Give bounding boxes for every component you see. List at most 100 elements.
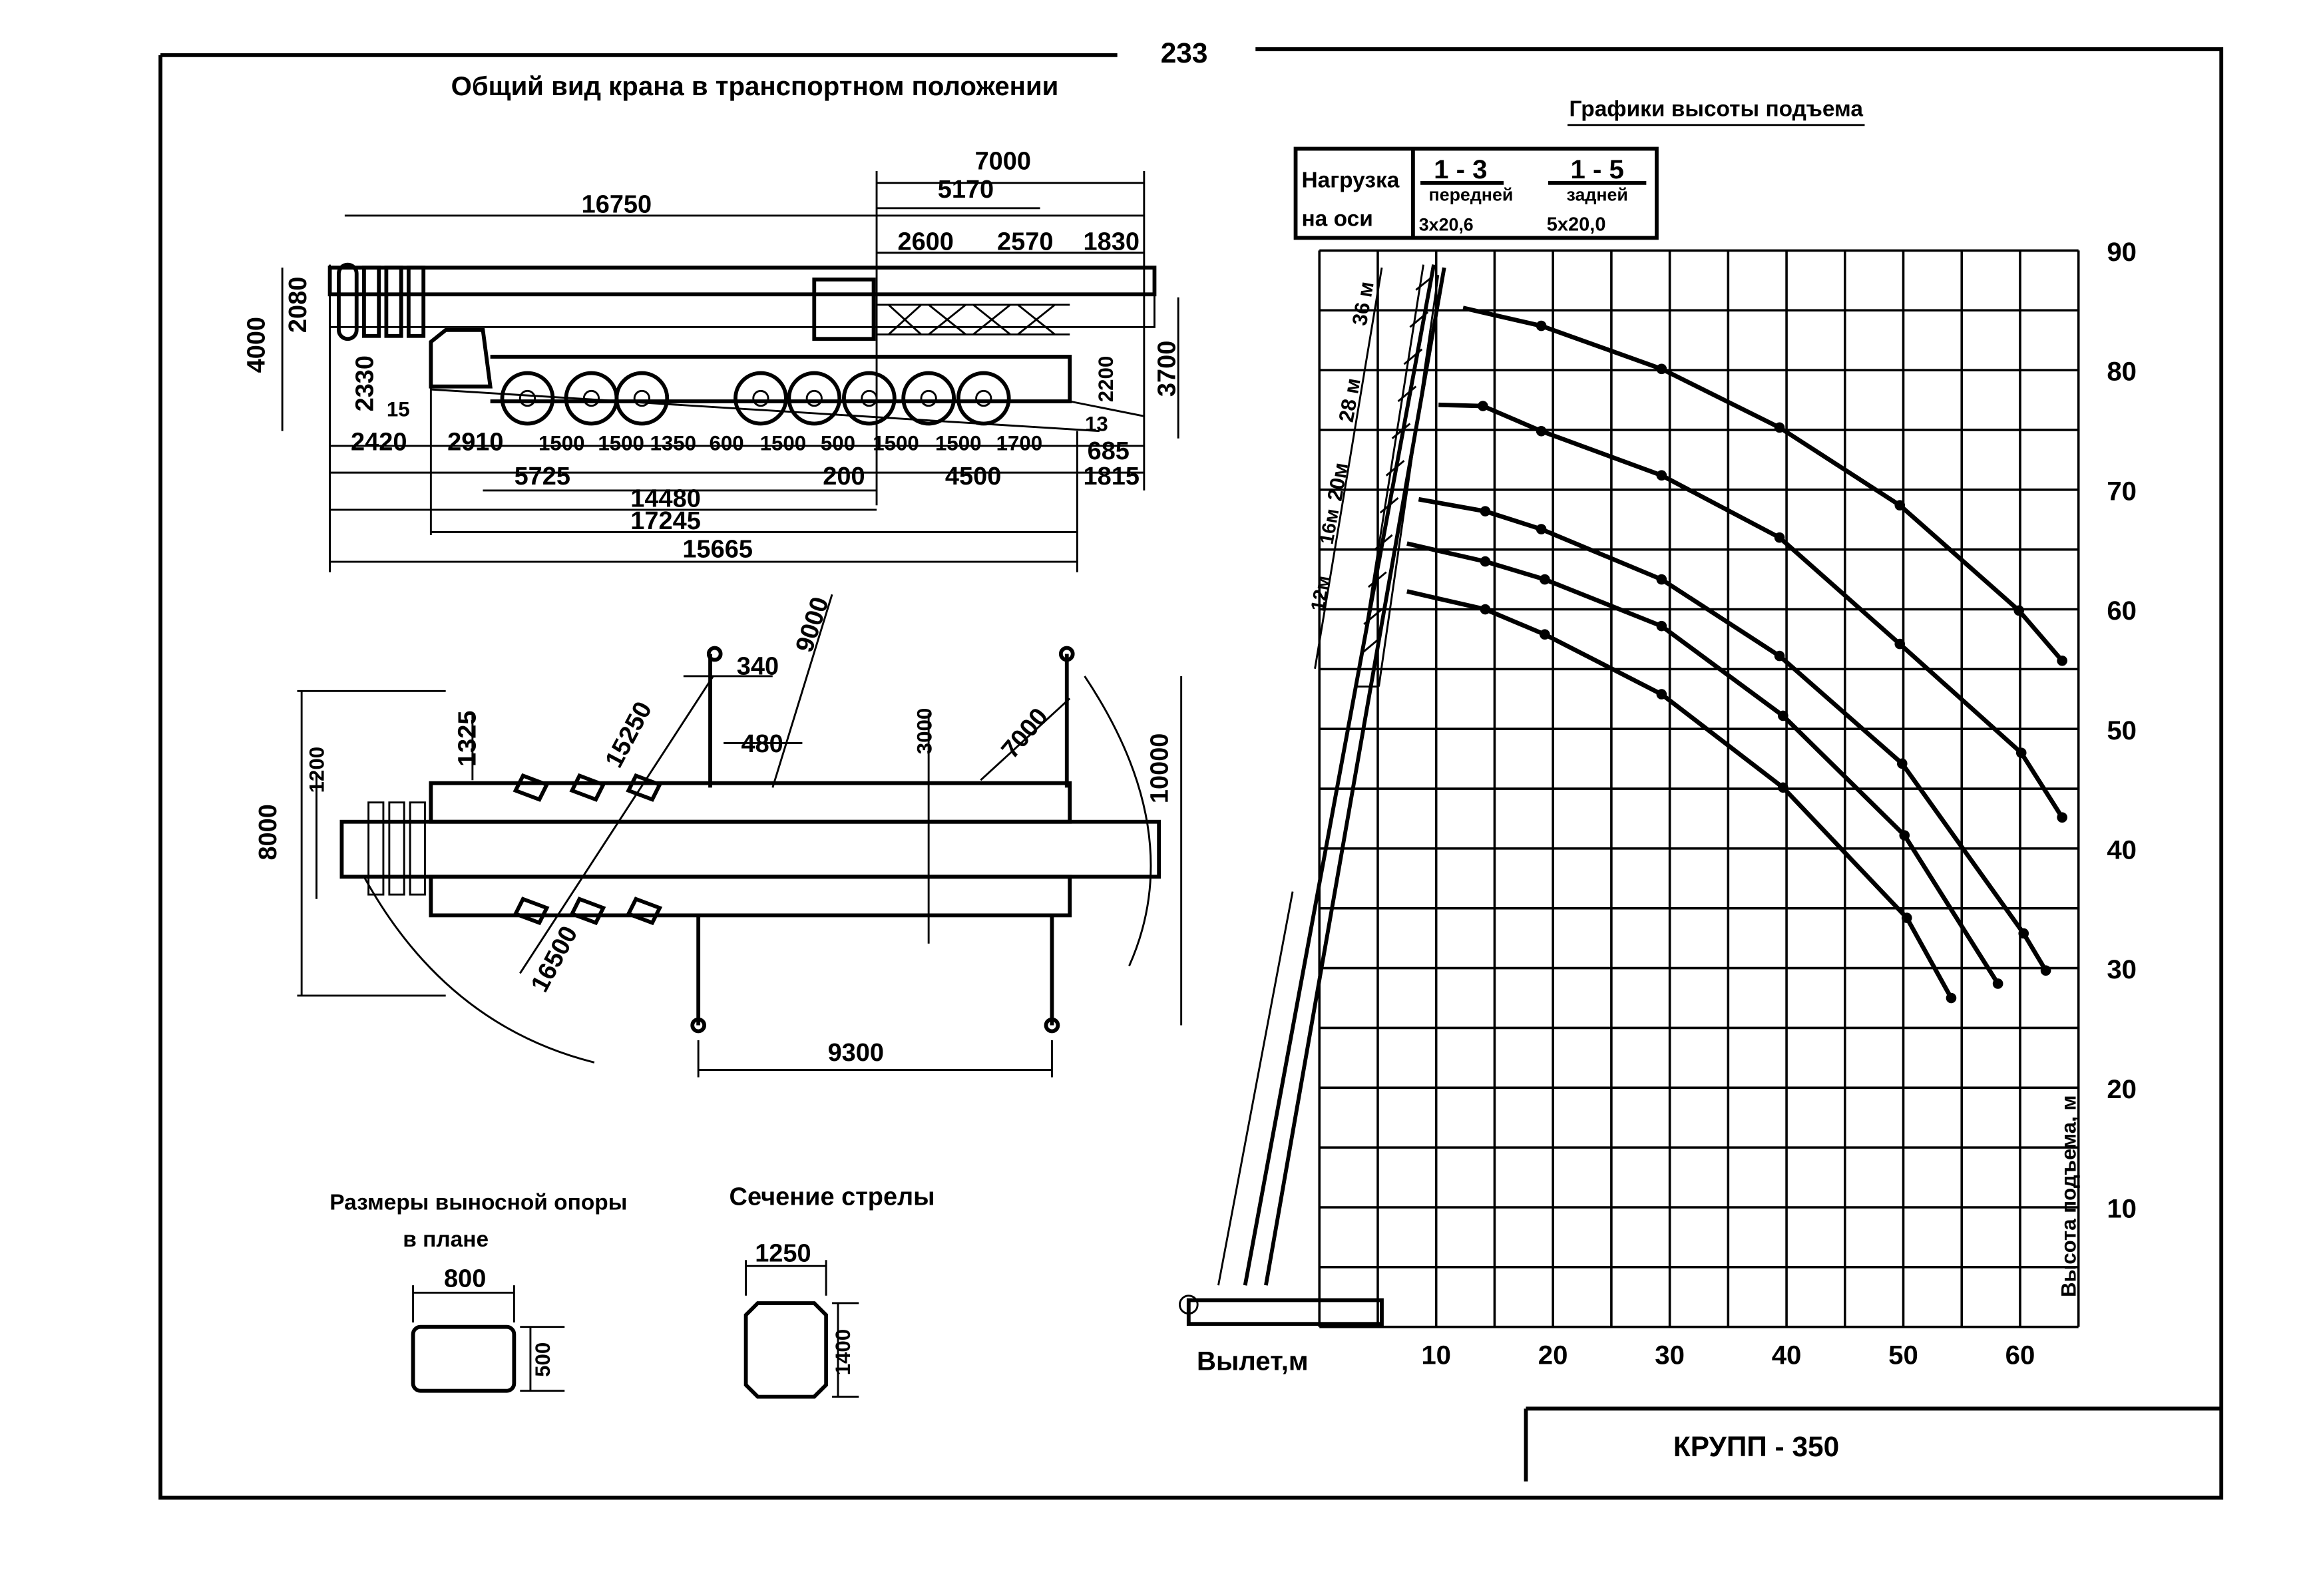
wheel-hub	[920, 389, 937, 407]
chart-grid	[1318, 249, 2080, 1328]
curve-point	[1478, 401, 1488, 411]
svg-text:4000: 4000	[242, 317, 270, 373]
y-axis-label: Высота подъема, м	[2057, 1095, 2080, 1297]
svg-text:1500: 1500	[760, 432, 807, 455]
y-tick-label: 20	[2107, 1074, 2137, 1104]
svg-text:600: 600	[710, 432, 744, 455]
curve-point	[1656, 363, 1667, 375]
lift-curve-3	[1418, 497, 2048, 972]
wheel	[901, 371, 956, 426]
curve-point	[1777, 710, 1788, 721]
svg-text:15: 15	[387, 397, 410, 421]
svg-text:2200: 2200	[1094, 356, 1118, 403]
curve-point	[2040, 965, 2051, 976]
svg-text:12м: 12м	[1307, 574, 1335, 612]
svg-text:20м: 20м	[1323, 461, 1353, 502]
y-tick-labels: 90 80 70 60 50 40 30 20 10	[2107, 237, 2137, 1224]
y-tick-label: 50	[2107, 715, 2137, 745]
wheel-hub	[975, 389, 992, 407]
curve-point	[1656, 620, 1667, 632]
curve-point	[1536, 425, 1547, 437]
wheel	[956, 371, 1011, 426]
lift-height-curves	[1406, 305, 2067, 1004]
svg-text:500: 500	[531, 1342, 554, 1377]
svg-text:2570: 2570	[997, 228, 1053, 256]
x-tick-label: 40	[1772, 1340, 1802, 1370]
curve-point	[2013, 605, 2025, 616]
wheels	[500, 371, 1011, 426]
x-tick-label: 50	[1888, 1340, 1918, 1370]
axle-load-table: Нагрузка на оси 1 - 3 передней 3x20,6 1 …	[1293, 146, 1659, 240]
svg-text:Нагрузка: Нагрузка	[1301, 168, 1399, 193]
crane-boom-elevation: 36 м 28 м 20м 16м 12м	[1178, 264, 1446, 1326]
svg-text:1 - 5: 1 - 5	[1570, 154, 1623, 184]
x-tick-label: 10	[1421, 1340, 1451, 1370]
svg-text:2600: 2600	[897, 228, 953, 256]
side-view-dimensions: 16750 7000 5170 2600 2570 1830 4000 2080…	[242, 148, 1181, 564]
svg-text:13: 13	[1085, 413, 1108, 436]
svg-text:685: 685	[1088, 437, 1130, 465]
boom-section-detail: Сечение стрелы 1250 1400	[730, 1183, 935, 1399]
lift-curve-5	[1406, 589, 1954, 1000]
crane-side-view	[281, 170, 1179, 572]
outrigger-pad-detail: Размеры выносной опоры в плане 800 500	[329, 1190, 627, 1393]
svg-text:2420: 2420	[351, 429, 407, 457]
curve-point	[1899, 830, 1910, 841]
svg-text:15250: 15250	[600, 698, 658, 773]
svg-text:1500: 1500	[538, 432, 585, 455]
svg-text:1350: 1350	[650, 432, 696, 455]
svg-text:задней: задней	[1567, 185, 1628, 205]
curve-point	[1946, 992, 1957, 1004]
lift-height-chart: 36 м 28 м 20м 16м 12м 10 20 30 40 50 60 90 80 7…	[1178, 237, 2137, 1376]
svg-text:Сечение стрелы: Сечение стрелы	[730, 1183, 935, 1211]
y-tick-label: 10	[2107, 1194, 2137, 1224]
svg-text:16750: 16750	[582, 190, 652, 218]
page-number: 233	[1161, 37, 1208, 69]
svg-text:1700: 1700	[996, 432, 1043, 455]
svg-text:340: 340	[737, 653, 779, 681]
crane-plan-view	[297, 594, 1183, 1078]
svg-text:1500: 1500	[873, 432, 919, 455]
chart-title: Графики высоты подъема	[1570, 97, 1864, 121]
svg-text:5725: 5725	[515, 463, 570, 491]
curve-point	[1480, 604, 1491, 615]
curve-point	[1901, 912, 1912, 923]
svg-text:3700: 3700	[1153, 341, 1181, 397]
svg-text:1500: 1500	[598, 432, 644, 455]
svg-text:9300: 9300	[828, 1039, 884, 1067]
wheel-hub	[582, 389, 600, 407]
svg-text:28 м: 28 м	[1335, 376, 1365, 424]
x-tick-label: 60	[2005, 1340, 2035, 1370]
svg-text:1400: 1400	[831, 1329, 855, 1376]
y-tick-label: 80	[2107, 357, 2137, 387]
svg-text:1815: 1815	[1084, 463, 1140, 491]
svg-text:1200: 1200	[306, 747, 329, 793]
svg-text:3000: 3000	[913, 708, 937, 755]
y-tick-label: 60	[2107, 596, 2137, 626]
curve-point	[1992, 978, 2003, 989]
curve-point	[2015, 747, 2027, 758]
svg-text:16500: 16500	[526, 922, 584, 997]
x-tick-label: 30	[1655, 1340, 1685, 1370]
curve-point	[1536, 320, 1547, 331]
curve-point	[1480, 506, 1491, 516]
x-tick-labels: 10 20 30 40 50 60	[1421, 1340, 2035, 1370]
curve-point	[1656, 470, 1667, 481]
svg-text:800: 800	[444, 1265, 486, 1293]
sheet-frame	[158, 47, 2224, 1500]
wheel-hub	[633, 389, 650, 407]
svg-text:7000: 7000	[975, 148, 1031, 176]
wheel	[733, 371, 788, 426]
svg-text:2330: 2330	[351, 355, 379, 411]
curve-point	[1777, 782, 1788, 793]
curve-point	[1540, 574, 1550, 585]
svg-text:1325: 1325	[453, 711, 481, 767]
svg-text:1 - 3: 1 - 3	[1434, 154, 1487, 184]
svg-text:в плане: в плане	[403, 1227, 489, 1252]
svg-text:7000: 7000	[996, 703, 1054, 764]
svg-text:2910: 2910	[447, 429, 503, 457]
wheel	[500, 371, 555, 426]
svg-text:5170: 5170	[938, 176, 994, 204]
curve-point	[1536, 524, 1547, 534]
svg-text:на оси: на оси	[1301, 207, 1372, 232]
